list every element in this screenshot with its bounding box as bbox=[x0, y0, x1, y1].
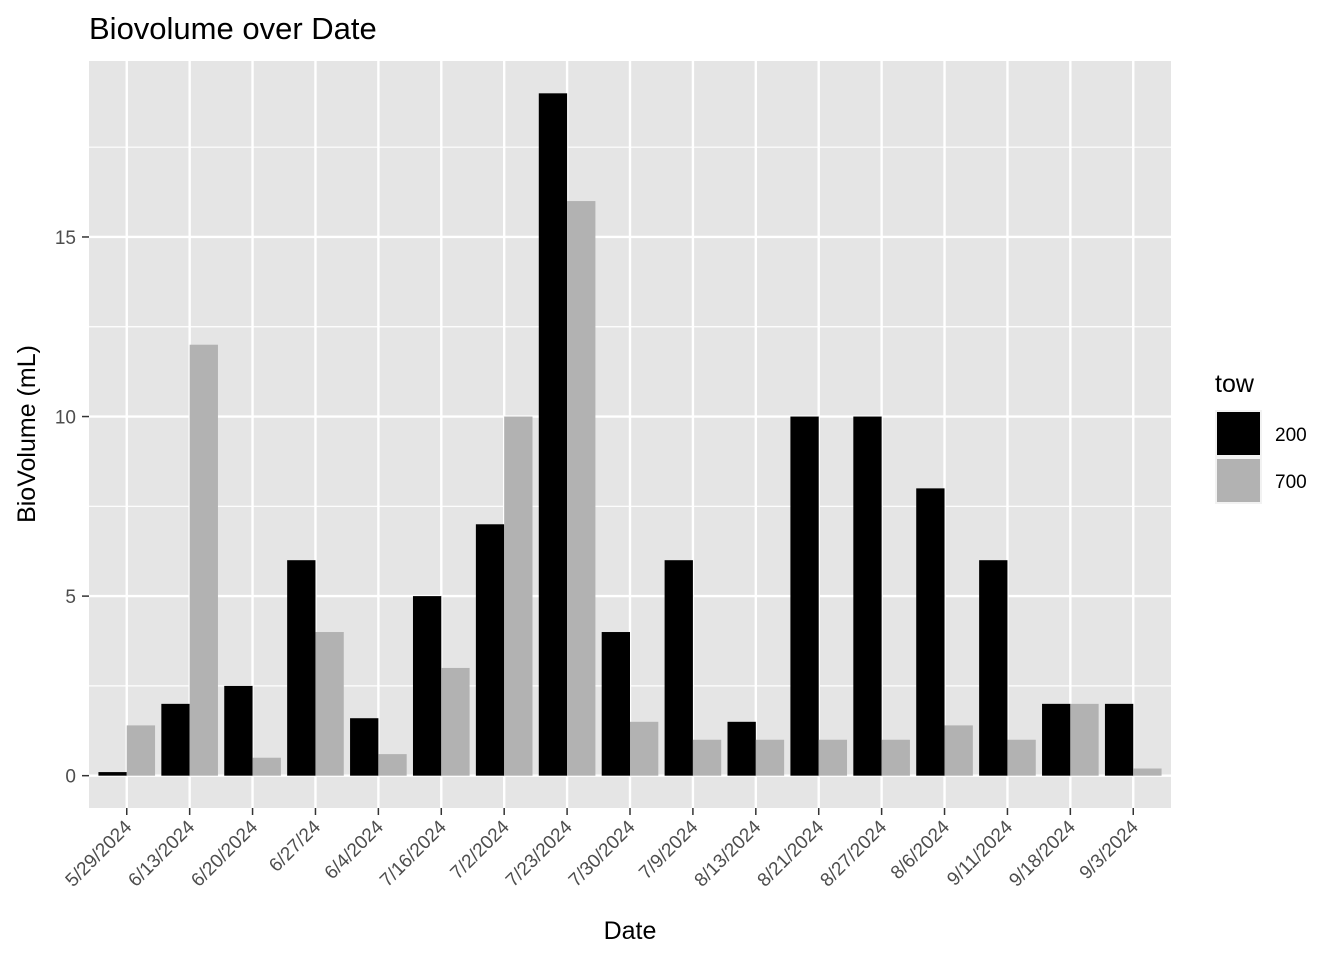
x-axis-title: Date bbox=[604, 917, 657, 945]
bar-700 bbox=[818, 739, 848, 776]
legend-key-200 bbox=[1217, 412, 1260, 455]
y-tick-label: 15 bbox=[55, 228, 76, 249]
y-tick-label: 10 bbox=[55, 408, 76, 429]
bar-700 bbox=[1007, 739, 1036, 776]
bars bbox=[98, 93, 1162, 776]
bar-700 bbox=[189, 344, 218, 776]
x-tick-label: 8/27/2024 bbox=[817, 816, 892, 891]
y-tick-label: 5 bbox=[65, 587, 76, 608]
x-tick-label: 8/13/2024 bbox=[691, 816, 766, 891]
bar-700 bbox=[252, 757, 281, 776]
bar-200 bbox=[161, 703, 190, 776]
bar-700 bbox=[441, 667, 470, 776]
bar-200 bbox=[287, 560, 316, 776]
x-tick-label: 7/30/2024 bbox=[565, 816, 640, 891]
bar-700 bbox=[692, 739, 722, 776]
chart-title: Biovolume over Date bbox=[89, 11, 377, 46]
bar-200 bbox=[475, 524, 505, 776]
bar-200 bbox=[1042, 703, 1071, 776]
x-tick-label: 7/16/2024 bbox=[376, 816, 451, 891]
bar-700 bbox=[504, 416, 533, 776]
x-tick-label: 5/29/2024 bbox=[62, 816, 137, 891]
bar-200 bbox=[412, 596, 442, 776]
bar-700 bbox=[315, 632, 344, 776]
x-tick-label: 9/11/2024 bbox=[943, 816, 1017, 890]
bar-700 bbox=[378, 754, 407, 776]
bar-200 bbox=[727, 721, 756, 776]
bar-200 bbox=[979, 560, 1008, 776]
bar-200 bbox=[790, 416, 819, 776]
x-tick-label: 9/3/2024 bbox=[1076, 816, 1143, 883]
bar-700 bbox=[944, 725, 973, 776]
legend-label-200: 200 bbox=[1275, 425, 1307, 446]
y-axis: 0 5 10 15 bbox=[55, 228, 89, 788]
x-tick-label: 6/27/24 bbox=[265, 816, 325, 876]
bar-200 bbox=[601, 632, 630, 776]
bar-700 bbox=[630, 721, 659, 776]
bar-200 bbox=[350, 718, 379, 776]
bar-200 bbox=[853, 416, 882, 776]
bar-200 bbox=[664, 560, 693, 776]
bar-700 bbox=[126, 725, 156, 776]
legend-title: tow bbox=[1215, 370, 1255, 398]
x-tick-label: 6/20/2024 bbox=[187, 816, 262, 891]
bar-200 bbox=[98, 772, 127, 776]
bar-200 bbox=[224, 685, 253, 776]
x-tick-label: 8/21/2024 bbox=[754, 816, 829, 891]
bar-700 bbox=[1070, 703, 1099, 776]
bar-200 bbox=[1104, 703, 1134, 776]
x-tick-label: 6/13/2024 bbox=[125, 816, 200, 891]
y-tick-label: 0 bbox=[65, 767, 76, 788]
legend: tow 200 700 bbox=[1215, 370, 1307, 504]
legend-key-700 bbox=[1217, 459, 1260, 502]
legend-label-700: 700 bbox=[1275, 472, 1307, 493]
bar-700 bbox=[1133, 768, 1162, 776]
y-axis-title: BioVolume (mL) bbox=[13, 345, 41, 523]
x-tick-label: 9/18/2024 bbox=[1005, 816, 1080, 891]
bar-700 bbox=[881, 739, 910, 776]
bar-700 bbox=[755, 739, 785, 776]
bar-200 bbox=[916, 488, 945, 776]
bar-200 bbox=[538, 93, 568, 776]
x-tick-label: 7/23/2024 bbox=[502, 816, 577, 891]
bar-700 bbox=[567, 201, 596, 776]
